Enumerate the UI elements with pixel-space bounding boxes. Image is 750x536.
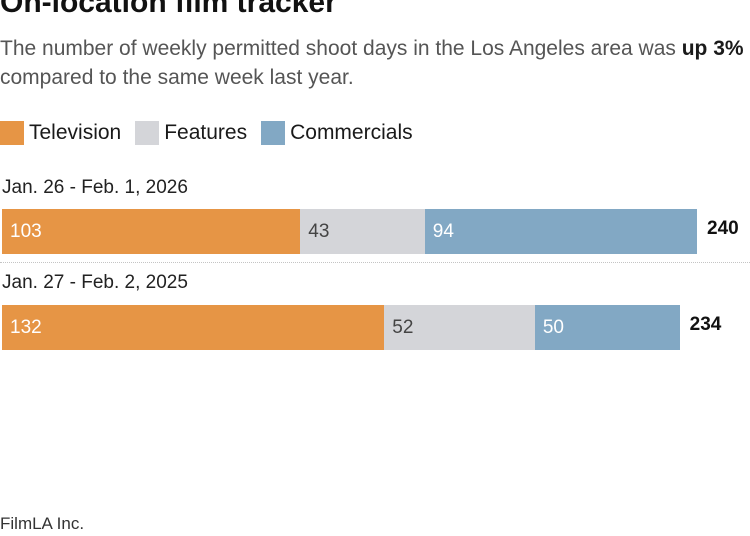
bar-segment-commercials-2026: 94 [424,209,697,254]
legend-item-television: Television [0,121,121,145]
legend-item-features: Features [135,121,247,145]
chart-legend: Television Features Commercials [0,120,427,146]
row-label-2025: Jan. 27 - Feb. 2, 2025 [2,272,188,293]
bar-segment-features-2025: 52 [384,305,535,350]
legend-label-television: Television [29,121,122,144]
bar-segment-television-2026: 103 [2,209,301,254]
legend-swatch-features [135,121,160,145]
row-label-2026: Jan. 26 - Feb. 1, 2026 [2,177,188,198]
source-note: FilmLA Inc. [0,514,85,533]
legend-swatch-commercials [261,121,286,145]
row-divider [0,262,750,263]
subtitle-highlight: up 3% [681,37,744,60]
legend-swatch-television [0,121,24,145]
chart-title: On-location film tracker [0,0,337,19]
bar-segment-commercials-2025: 50 [534,305,680,350]
legend-label-features: Features [164,121,248,144]
legend-label-commercials: Commercials [290,121,413,144]
subtitle-text-start: The number of weekly permitted shoot day… [0,37,682,60]
bar-total-2025: 234 [689,314,722,335]
bar-2025: 132 52 50 [2,305,680,350]
subtitle-text-end: compared to the same week last year. [0,66,354,89]
bar-total-2026: 240 [707,218,739,239]
bar-2026: 103 43 94 [2,209,697,254]
bar-segment-features-2026: 43 [300,209,425,254]
legend-item-commercials: Commercials [261,121,413,145]
bar-segment-television-2025: 132 [2,305,385,350]
chart-subtitle: The number of weekly permitted shoot day… [0,34,750,92]
